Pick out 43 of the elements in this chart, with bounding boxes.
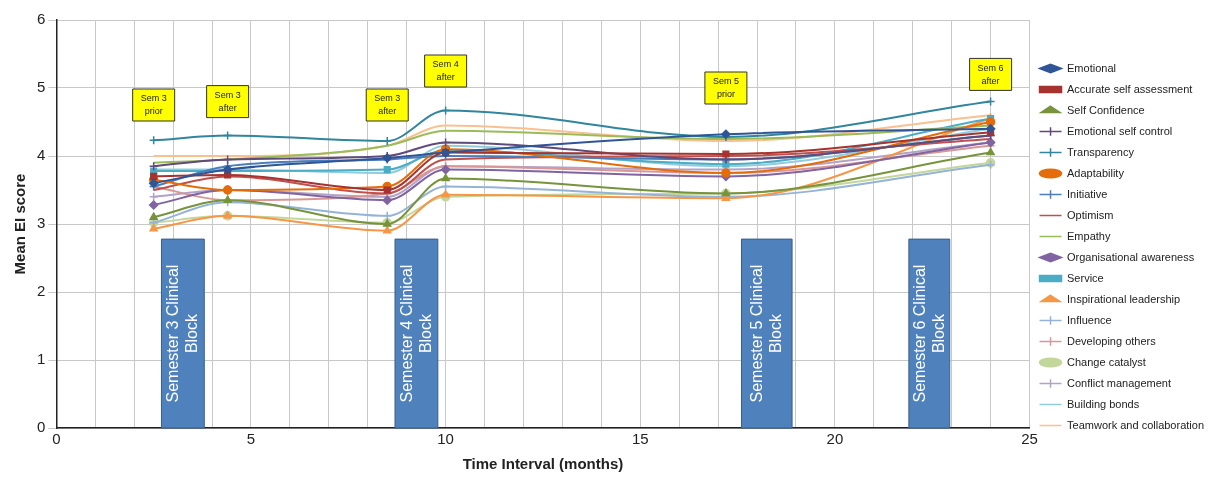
legend-label: Organisational awareness: [1067, 250, 1195, 263]
annotation: Sem 6 after: [977, 62, 1004, 86]
legend-label: Emotional self control: [1067, 124, 1173, 137]
legend-label: Change catalyst: [1067, 355, 1146, 368]
legend-label: Developing others: [1067, 334, 1157, 347]
y-tick-label: 5: [37, 78, 46, 96]
annotation: Sem 4 after: [432, 59, 459, 83]
y-tick-label: 4: [37, 146, 46, 164]
legend-label: Self Confidence: [1067, 103, 1145, 116]
x-axis-title: Time Interval (months): [462, 455, 624, 473]
annotation: Sem 3 after: [374, 93, 401, 117]
band-label: Semester 5 Clinical Block: [748, 264, 785, 403]
x-tick-label: 15: [631, 430, 649, 448]
legend-label: Building bonds: [1067, 397, 1140, 410]
legend-label: Teamwork and collaboration: [1067, 418, 1205, 431]
annotation: Sem 3 prior: [140, 93, 167, 117]
band-label: Semester 4 Clinical Block: [397, 264, 434, 403]
x-tick-label: 20: [826, 430, 844, 448]
annotation: Sem 5 prior: [712, 76, 739, 100]
y-tick-label: 6: [37, 10, 46, 28]
legend-label: Conflict management: [1067, 376, 1171, 389]
x-tick-label: 0: [52, 430, 61, 448]
y-tick-label: 0: [37, 418, 46, 436]
band-label: Semester 3 Clinical Block: [164, 264, 201, 403]
legend-label: Inspirational leadership: [1067, 292, 1181, 305]
legend-label: Influence: [1067, 313, 1112, 326]
x-tick-label: 10: [437, 430, 454, 448]
y-tick-label: 1: [37, 350, 46, 368]
legend-label: Adaptability: [1067, 166, 1125, 179]
legend-label: Transparency: [1067, 145, 1135, 158]
legend-label: Service: [1067, 271, 1104, 284]
band-label: Semester 6 Clinical Block: [910, 264, 947, 403]
y-tick-label: 3: [37, 214, 46, 232]
annotation: Sem 3 after: [214, 90, 241, 114]
legend-label: Initiative: [1067, 187, 1108, 200]
legend-label: Emotional: [1067, 61, 1116, 74]
x-tick-label: 25: [1021, 430, 1038, 448]
y-tick-label: 2: [37, 282, 46, 300]
legend-label: Empathy: [1067, 229, 1111, 242]
x-tick-label: 5: [246, 430, 256, 448]
y-axis-title: Mean EI score: [11, 173, 29, 275]
legend-label: Accurate self assessment: [1067, 82, 1193, 95]
legend-label: Optimism: [1067, 208, 1114, 221]
